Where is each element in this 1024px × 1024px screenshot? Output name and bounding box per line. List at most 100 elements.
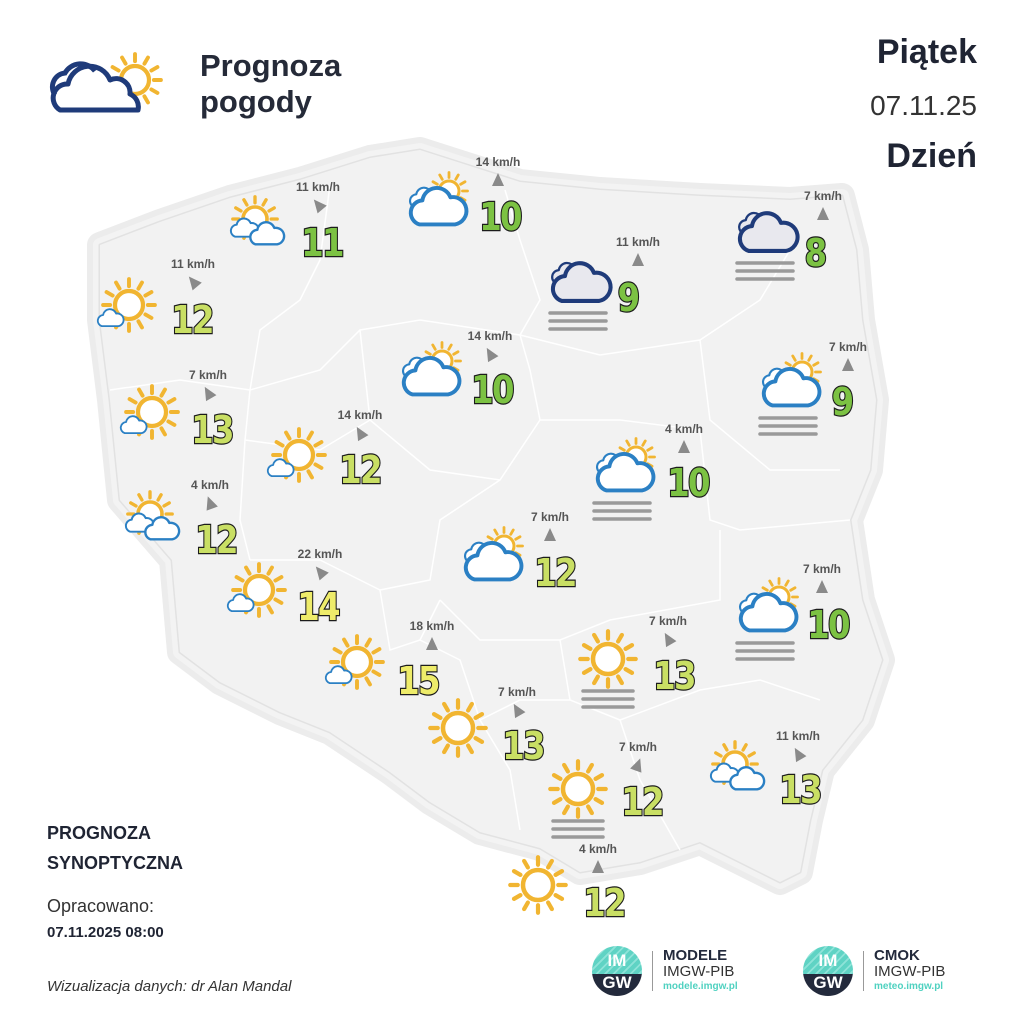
weather-icon-cloud-sun bbox=[408, 171, 469, 227]
forecast-type-line-2: SYNOPTYCZNA bbox=[47, 853, 184, 873]
logo-url[interactable]: modele.imgw.pl bbox=[663, 981, 738, 992]
forecast-type-label: PROGNOZA SYNOPTYCZNA bbox=[47, 818, 183, 878]
voivodeship-borders bbox=[109, 184, 851, 851]
wind-speed-label: 4 km/h bbox=[190, 478, 230, 492]
sun-icon bbox=[508, 855, 568, 915]
temperature-value: 13 bbox=[501, 723, 546, 770]
sun-icon bbox=[548, 759, 608, 819]
wind-speed-label: 22 km/h bbox=[297, 547, 343, 561]
wind-speed-label: 7 km/h bbox=[618, 740, 658, 754]
temperature-value: 12 bbox=[620, 779, 665, 826]
temperature-value: 13 bbox=[652, 653, 697, 700]
sun-icon bbox=[428, 698, 488, 758]
cloud-icon bbox=[144, 516, 181, 541]
wind-speed-label: 7 km/h bbox=[802, 562, 842, 576]
weather-icon-sun-clouds bbox=[229, 195, 286, 246]
temperature-value: 9 bbox=[617, 275, 642, 322]
temperature-value: 11 bbox=[300, 220, 345, 267]
wind-direction-arrow-icon bbox=[426, 637, 438, 650]
weather-icon-dark-cloud-fog bbox=[548, 261, 613, 331]
wind-speed-label: 14 km/h bbox=[475, 155, 521, 169]
wind-direction-arrow-icon bbox=[816, 580, 828, 593]
cloud-icon bbox=[738, 591, 799, 633]
wind-speed-label: 7 km/h bbox=[648, 614, 688, 628]
cloud-icon bbox=[249, 221, 286, 246]
wind-speed-label: 7 km/h bbox=[803, 189, 843, 203]
weather-icon-sun-small-cloud bbox=[226, 562, 287, 618]
weather-icon-sun bbox=[508, 855, 568, 915]
wind-direction-arrow-icon bbox=[632, 253, 644, 266]
temperature-value: 15 bbox=[396, 658, 441, 705]
fog-icon bbox=[758, 416, 818, 436]
wind-speed-label: 4 km/h bbox=[578, 842, 618, 856]
wind-speed-label: 11 km/h bbox=[170, 257, 216, 271]
cloud-icon bbox=[761, 366, 822, 408]
fog-icon bbox=[735, 261, 795, 281]
imgw-logo-mark: IMGW bbox=[803, 946, 853, 996]
weather-icon-sun-fog bbox=[548, 759, 608, 839]
wind-speed-label: 7 km/h bbox=[828, 340, 868, 354]
country-fill bbox=[100, 150, 882, 882]
cloud-icon bbox=[119, 415, 148, 435]
logo-name: CMOK bbox=[874, 947, 920, 964]
prepared-date: 07.11.2025 08:00 bbox=[47, 924, 164, 941]
temperature-value: 10 bbox=[806, 602, 851, 649]
sun-icon bbox=[271, 427, 327, 483]
cloud-icon bbox=[408, 185, 469, 227]
forecast-type-line-1: PROGNOZA bbox=[47, 823, 152, 843]
cloud-icon bbox=[463, 540, 524, 582]
cloud-icon bbox=[401, 355, 462, 397]
temperature-value: 8 bbox=[804, 230, 829, 277]
cloud-icon bbox=[737, 211, 800, 253]
temperature-value: 12 bbox=[582, 880, 627, 927]
logo-modele[interactable]: IMGW MODELE IMGW-PIB modele.imgw.pl bbox=[592, 946, 738, 996]
wind-direction-arrow-icon bbox=[492, 173, 504, 186]
temperature-value: 13 bbox=[190, 407, 235, 454]
logo-mark-text: IMGW bbox=[602, 951, 632, 992]
wind-speed-label: 18 km/h bbox=[409, 619, 455, 633]
temperature-value: 10 bbox=[470, 367, 515, 414]
logo-cmok[interactable]: IMGW CMOK IMGW-PIB meteo.imgw.pl bbox=[803, 946, 945, 996]
weather-icon-sun-small-cloud bbox=[324, 634, 385, 690]
fog-icon bbox=[592, 501, 652, 521]
day-name: Piątek bbox=[876, 33, 977, 71]
weather-icon-sun-small-cloud bbox=[96, 277, 157, 333]
prepared-label: Opracowano: bbox=[47, 896, 155, 916]
imgw-logo-mark: IMGW bbox=[592, 946, 642, 996]
wind-direction-arrow-icon bbox=[842, 358, 854, 371]
wind-direction-arrow-icon bbox=[544, 528, 556, 541]
wind-direction-arrow-icon bbox=[817, 207, 829, 220]
temperature-value: 13 bbox=[778, 767, 823, 814]
cloud-icon bbox=[550, 261, 613, 303]
cloud-icon bbox=[266, 458, 295, 478]
logo-url[interactable]: meteo.imgw.pl bbox=[874, 981, 944, 992]
weather-icon-dark-cloud-fog bbox=[735, 211, 800, 281]
weather-icon-sun-fog bbox=[578, 629, 638, 709]
cloud-icon bbox=[324, 665, 353, 685]
temperature-value: 12 bbox=[170, 297, 215, 344]
weather-icon-cloud-sun bbox=[401, 341, 462, 397]
wind-speed-label: 11 km/h bbox=[295, 180, 341, 194]
weather-icon-sun-clouds bbox=[709, 740, 766, 791]
cloud-icon bbox=[226, 593, 255, 613]
sun-icon bbox=[578, 629, 638, 689]
wind-speed-label: 11 km/h bbox=[615, 235, 661, 249]
weather-icon-cloud-sun bbox=[463, 526, 524, 582]
wind-speed-label: 7 km/h bbox=[497, 685, 537, 699]
fog-icon bbox=[581, 689, 635, 709]
temperature-value: 12 bbox=[338, 447, 383, 494]
forecast-period: Dzień bbox=[886, 137, 977, 175]
temperature-value: 10 bbox=[666, 460, 711, 507]
cloud-icon bbox=[729, 766, 766, 791]
fog-icon bbox=[551, 819, 605, 839]
logo-divider bbox=[652, 951, 653, 991]
sun-icon bbox=[231, 562, 287, 618]
wind-speed-label: 14 km/h bbox=[467, 329, 513, 343]
weather-icon-sun-small-cloud bbox=[119, 384, 180, 440]
cloud-icon bbox=[96, 308, 125, 328]
weather-icon-sun-small-cloud bbox=[266, 427, 327, 483]
weather-icon-sun-clouds bbox=[124, 490, 181, 541]
weather-icon-sun bbox=[428, 698, 488, 758]
temperature-value: 12 bbox=[194, 517, 239, 564]
wind-speed-label: 7 km/h bbox=[188, 368, 228, 382]
